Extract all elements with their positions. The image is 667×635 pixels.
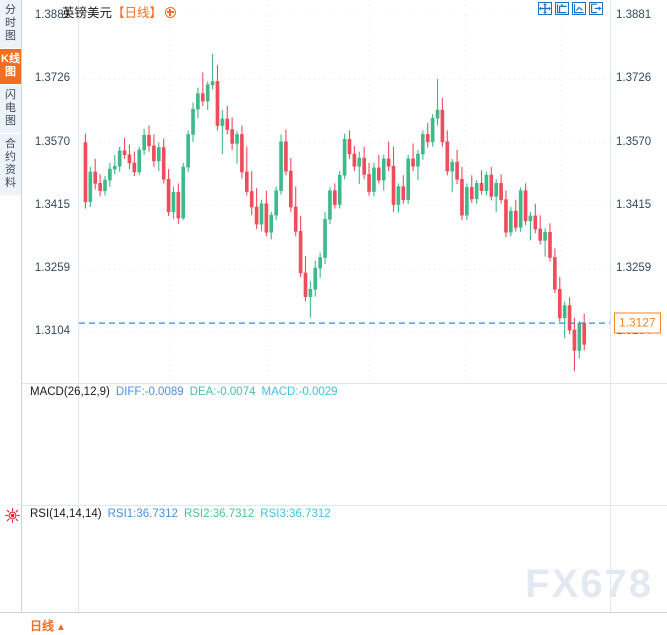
price-plot[interactable] <box>78 0 611 383</box>
chart-frame: 1.3881 1.3881 1.3726 1.3726 1.3570 1.3570 1.34… <box>22 0 667 612</box>
move-crosshair-icon[interactable] <box>538 2 552 15</box>
timeframe-badge[interactable]: 日线 ▲ <box>30 617 66 634</box>
rsi3-value: RSI3:36.7312 <box>260 508 331 520</box>
price-tick-left: 1.3259 <box>34 262 70 275</box>
rsi1-value: RSI1:36.7312 <box>107 508 178 520</box>
rsi-legend: RSI(14,14,14) RSI1:36.7312 RSI2:36.7312 RSI… <box>30 508 331 521</box>
price-tick-left: 1.3104 <box>34 325 70 338</box>
macd-plot[interactable] <box>78 384 611 505</box>
macd-macd-value: MACD:-0.0029 <box>261 386 338 398</box>
rsi-svg <box>79 506 611 612</box>
measure-icon[interactable] <box>555 2 569 15</box>
price-tick-right: 1.3415 <box>616 198 652 211</box>
chart-title: 英镑美元【日线】 <box>62 2 177 21</box>
export-icon[interactable] <box>589 2 603 15</box>
current-price-tag[interactable]: 1.3127 <box>614 312 661 334</box>
sun-alert-icon[interactable] <box>5 508 20 523</box>
sidebar-tab-lightning[interactable]: 闪电图 <box>0 85 21 134</box>
macd-name: MACD(26,12,9) <box>30 386 110 398</box>
price-tick-left: 1.3726 <box>34 72 70 85</box>
price-tick-left: 1.3415 <box>34 198 70 211</box>
rsi-name: RSI(14,14,14) <box>30 508 102 520</box>
price-tick-right: 1.3881 <box>616 8 652 21</box>
rsi-pane: RSI(14,14,14) RSI1:36.7312 RSI2:36.7312 RSI… <box>22 505 667 612</box>
macd-svg <box>79 384 611 505</box>
sidebar-tab-contract-info[interactable]: 合约资料 <box>0 134 21 196</box>
sidebar-tab-kline[interactable]: K线图 <box>0 49 21 85</box>
price-tick-left: 1.3881 <box>34 8 70 21</box>
sidebar-rail: 分时图 K线图 闪电图 合约资料 <box>0 0 22 612</box>
macd-legend: MACD(26,12,9) DIFF:-0.0089 DEA:-0.0074 MACD… <box>30 386 338 399</box>
rsi2-value: RSI2:36.7312 <box>183 508 255 520</box>
timeframe-badge-triangle: ▲ <box>56 622 66 633</box>
timeframe-label: 【日线】 <box>112 6 163 20</box>
macd-dea-value: DEA:-0.0074 <box>189 386 256 398</box>
rsi-plot[interactable] <box>78 506 611 612</box>
macd-pane: MACD(26,12,9) DIFF:-0.0089 DEA:-0.0074 MACD… <box>22 383 667 505</box>
compare-icon[interactable] <box>572 2 586 15</box>
price-pane: 1.3881 1.3881 1.3726 1.3726 1.3570 1.3570 1.34… <box>22 0 667 383</box>
date-axis: 日线 ▲ <box>0 612 667 635</box>
sidebar-tab-timeline[interactable]: 分时图 <box>0 0 21 49</box>
macd-diff-value: DIFF:-0.0089 <box>115 386 184 398</box>
price-tick-left: 1.3570 <box>34 135 70 148</box>
symbol-name: 英镑美元 <box>62 6 113 20</box>
timeframe-badge-label: 日线 <box>30 619 55 633</box>
chart-toolbar <box>538 2 603 15</box>
price-tick-right: 1.3570 <box>616 135 652 148</box>
price-tick-right: 1.3726 <box>616 72 652 85</box>
price-tick-right: 1.3259 <box>616 262 652 275</box>
candlestick-svg <box>79 0 610 383</box>
add-indicator-icon[interactable] <box>165 7 177 18</box>
